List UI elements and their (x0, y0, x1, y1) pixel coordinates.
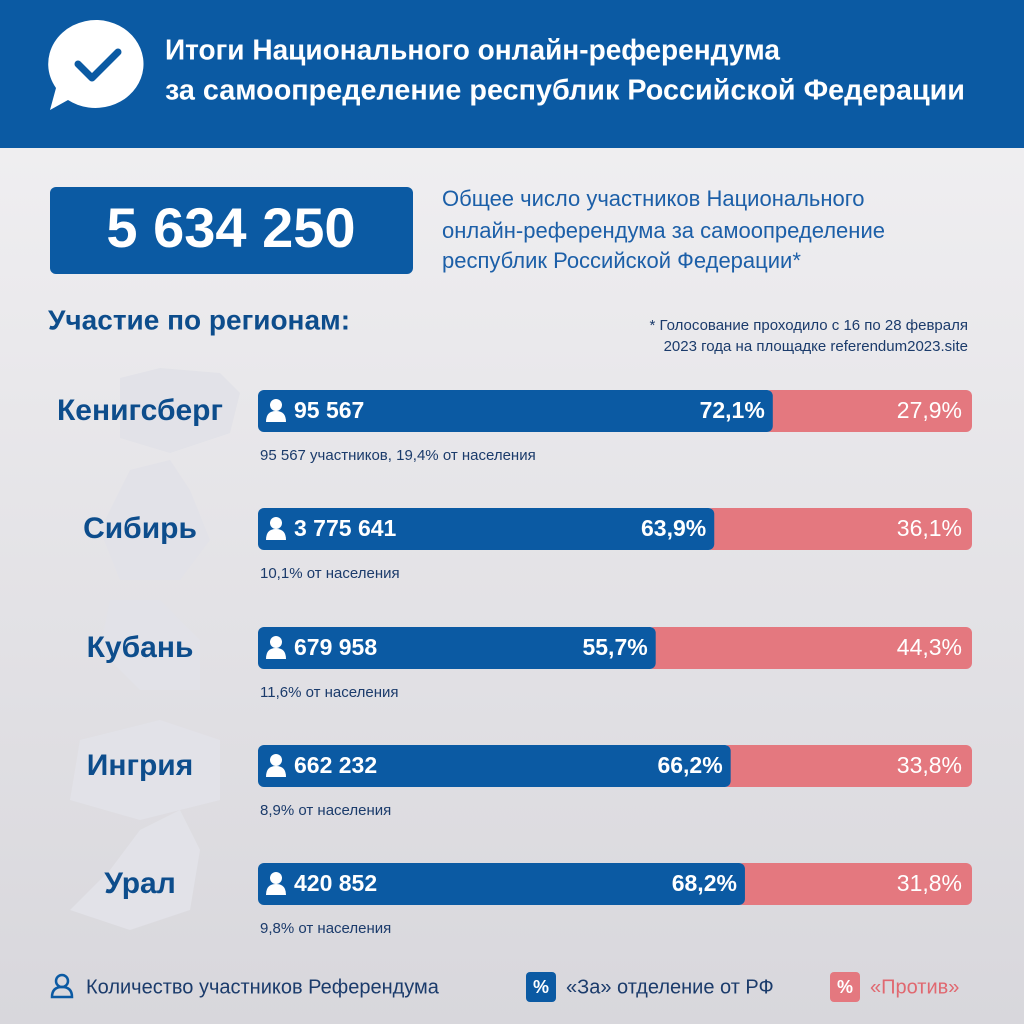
region-note: 11,6% от населения (260, 684, 399, 701)
against-bar (647, 627, 972, 669)
legend-person-icon (50, 973, 74, 999)
section-title: Участие по регионам: (48, 304, 350, 335)
legend-label: «За» отделение от РФ (566, 976, 774, 998)
person-icon (266, 636, 286, 659)
participants: 662 232 (294, 752, 377, 778)
region-note: 8,9% от населения (260, 802, 391, 819)
icon-head (270, 872, 282, 884)
against-label: 33,8% (897, 752, 962, 778)
against-label: 27,9% (897, 397, 962, 423)
icon-body (266, 411, 286, 422)
person-icon (266, 399, 286, 422)
against-label: 36,1% (897, 515, 962, 541)
participants: 420 852 (294, 870, 377, 896)
region-maps (70, 368, 240, 930)
total-caption: Общее число участников Национального (442, 186, 865, 211)
total-caption: онлайн-референдума за самоопределение (442, 218, 885, 243)
for-bar (258, 745, 731, 787)
icon-body (266, 648, 286, 659)
icon-body (266, 766, 286, 777)
participants: 3 775 641 (294, 515, 397, 541)
legend-swatch (830, 972, 860, 1002)
region-name: Ингрия (87, 749, 193, 782)
legend-icon: % (837, 977, 853, 997)
person-icon (266, 517, 286, 540)
region-note: 9,8% от населения (260, 920, 391, 937)
icon-body (266, 884, 286, 895)
legend-label: «Против» (870, 976, 959, 998)
icon-body (266, 529, 286, 540)
legend-label: Количество участников Референдума (86, 976, 440, 998)
legend: Количество участников Референдума % «За»… (50, 972, 959, 1002)
region-rows: Кенигсберг 95 567 72,1% 27,9% 95 567 участни… (57, 390, 972, 937)
legend-icon: % (533, 977, 549, 997)
for-bar (258, 627, 656, 669)
for-label: 55,7% (582, 634, 647, 660)
footnote: 2023 года на площадке referendum2023.sit… (664, 338, 968, 355)
footnote: * Голосование проходило с 16 по 28 февра… (650, 317, 969, 334)
against-label: 31,8% (897, 870, 962, 896)
for-bar (258, 508, 715, 550)
total-value: 5 634 250 (106, 196, 355, 259)
against-bar (764, 390, 972, 432)
person-icon (266, 872, 286, 895)
icon-head (270, 517, 282, 529)
participants: 95 567 (294, 397, 364, 423)
region-name: Кубань (87, 631, 194, 664)
against-bar (722, 745, 972, 787)
title-line: за самоопределение республик Российской … (165, 75, 965, 107)
for-bar (258, 390, 773, 432)
region-note: 10,1% от населения (260, 565, 400, 582)
against-bar (706, 508, 972, 550)
header-icon (48, 19, 144, 110)
person-icon (266, 754, 286, 777)
total-caption: республик Российской Федерации* (442, 248, 801, 273)
header-band (0, 0, 1024, 148)
for-label: 63,9% (641, 515, 706, 541)
region-note: 95 567 участников, 19,4% от населения (260, 447, 536, 464)
against-bar (736, 863, 972, 905)
icon-head (270, 754, 282, 766)
title-line: Итоги Национального онлайн-референдума (165, 35, 781, 67)
region-name: Урал (104, 867, 176, 900)
region-name: Кенигсберг (57, 394, 223, 427)
for-label: 72,1% (700, 397, 765, 423)
for-bar (258, 863, 745, 905)
legend-swatch (526, 972, 556, 1002)
icon-head (270, 636, 282, 648)
icon-head (270, 399, 282, 411)
region-name: Сибирь (83, 512, 197, 545)
for-label: 66,2% (657, 752, 722, 778)
participants: 679 958 (294, 634, 377, 660)
total-box (50, 187, 413, 274)
against-label: 44,3% (897, 634, 962, 660)
for-label: 68,2% (672, 870, 737, 896)
